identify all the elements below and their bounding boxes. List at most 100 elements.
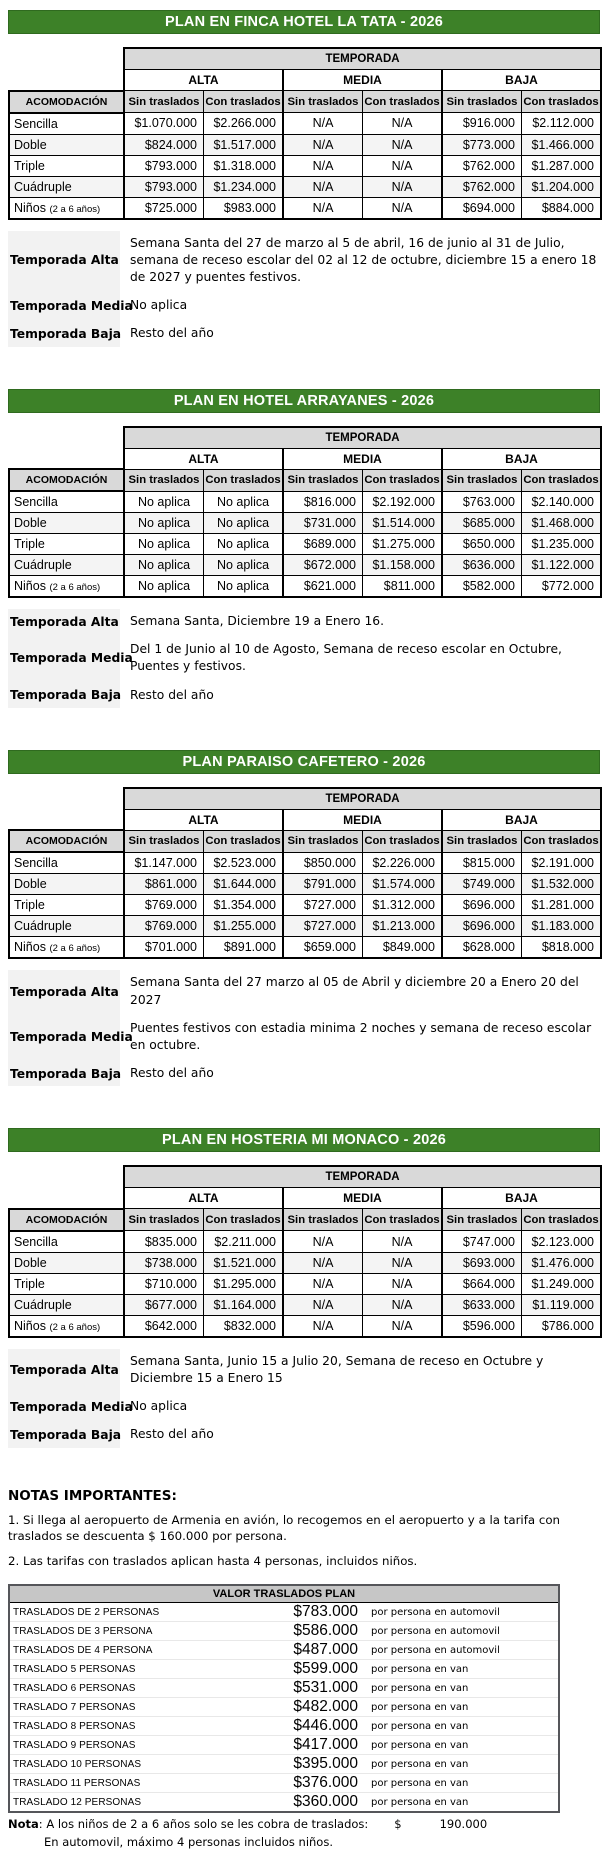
price-cell: $727.000 (282, 894, 363, 917)
price-cell: $1.318.000 (203, 154, 284, 177)
price-cell: $983.000 (203, 196, 284, 220)
accommodation-label: Triple (8, 1272, 125, 1295)
season-descriptions: Temporada Alta Semana Santa, Junio 15 a J… (8, 1348, 600, 1448)
column-header: Sin traslados (123, 90, 204, 113)
column-header: Sin traslados (282, 1208, 363, 1232)
temporada-header: TEMPORADA (123, 47, 602, 70)
price-cell: $791.000 (282, 873, 363, 896)
accommodation-header: ACOMODACIÓN (8, 1207, 125, 1232)
column-header: Sin traslados (123, 829, 204, 853)
transfer-vehicle-note: por persona en automovil (358, 1621, 558, 1642)
transfer-vehicle-note: por persona en van (358, 1754, 558, 1775)
transfer-label: TRASLADOS DE 3 PERSONA (10, 1621, 248, 1642)
season-header-alta: ALTA (123, 69, 284, 91)
accommodation-label: Sencilla (8, 1230, 125, 1253)
season-header-alta: ALTA (123, 447, 284, 470)
table-row: Niños (2 a 6 años) No aplica No aplica $621… (8, 575, 602, 598)
season-header-row: ALTA MEDIA BAJA (9, 447, 602, 470)
transfer-label: TRASLADOS DE 2 PERSONAS (10, 1603, 248, 1623)
transfer-child-amount: 190.000 (439, 1817, 488, 1832)
price-cell: $1.275.000 (362, 533, 443, 556)
accommodation-name: Cuádruple (14, 179, 72, 194)
season-description: Semana Santa del 27 de marzo al 5 de abr… (130, 235, 597, 284)
transfer-price: $376.000 (248, 1773, 358, 1794)
empty-cell (9, 787, 124, 810)
price-cell: N/A (362, 154, 443, 177)
price-cell: $835.000 (123, 1230, 204, 1253)
accommodation-name: Triple (14, 537, 45, 552)
accommodation-name: Doble (14, 877, 47, 892)
price-cell: $1.466.000 (521, 133, 602, 156)
transfer-price: $395.000 (248, 1754, 358, 1775)
accommodation-label: Cuádruple (8, 175, 125, 198)
temporada-header: TEMPORADA (123, 1165, 602, 1189)
season-label: Temporada Baja (10, 1066, 122, 1081)
transfer-row: TRASLADO 8 PERSONAS $446.000 por persona e… (10, 1716, 558, 1737)
price-cell: N/A (362, 175, 443, 198)
season-header-row: ALTA MEDIA BAJA (9, 808, 602, 831)
price-cell: $1.287.000 (521, 154, 602, 177)
season-description: Resto del año (130, 1427, 214, 1442)
transfer-row: TRASLADOS DE 4 PERSONA $487.000 por person… (10, 1640, 558, 1661)
column-header: Con traslados (521, 468, 602, 492)
price-cell: $861.000 (123, 873, 204, 896)
accommodation-age-note: (2 a 6 años) (49, 943, 101, 955)
transfer-label: TRASLADO 5 PERSONAS (10, 1659, 248, 1680)
price-cell: N/A (362, 1251, 443, 1274)
transfer-price: $586.000 (248, 1621, 358, 1642)
table-row: Sencilla $1.070.000 $2.266.000 N/A N/A $916.0… (8, 112, 602, 135)
season-header-row: ALTA MEDIA BAJA (9, 1187, 602, 1210)
price-cell: $672.000 (282, 554, 363, 577)
final-note-text: : A los niños de 2 a 6 años solo se les … (38, 1817, 369, 1832)
price-cell: $2.123.000 (521, 1230, 602, 1253)
price-cell: N/A (282, 175, 363, 198)
season-label: Temporada Media (10, 1399, 133, 1414)
table-row: Sencilla $1.147.000 $2.523.000 $850.000 $2.2… (8, 851, 602, 875)
price-cell: No aplica (123, 554, 204, 577)
price-cell: $2.192.000 (362, 490, 443, 514)
column-header-row: ACOMODACIÓN Sin traslados Con traslados Si… (8, 468, 602, 493)
price-cell: $773.000 (441, 133, 522, 156)
transfer-price: $446.000 (248, 1716, 358, 1737)
transfer-table-title: VALOR TRASLADOS PLAN (10, 1586, 558, 1604)
price-cell: $1.281.000 (521, 894, 602, 917)
column-header: Con traslados (362, 1208, 443, 1232)
season-header-media: MEDIA (282, 69, 443, 91)
temporada-header-row: TEMPORADA (9, 425, 602, 449)
accommodation-name: Triple (14, 898, 45, 913)
accommodation-name: Niños (14, 940, 46, 955)
price-cell: N/A (282, 154, 363, 177)
transfer-label: TRASLADO 10 PERSONAS (10, 1754, 248, 1775)
accommodation-name: Niños (14, 200, 46, 215)
column-header-row: ACOMODACIÓN Sin traslados Con traslados Si… (8, 89, 602, 114)
season-header-alta: ALTA (123, 1187, 284, 1210)
price-cell: $596.000 (441, 1314, 522, 1338)
price-cell: N/A (282, 1230, 363, 1253)
table-row: Niños (2 a 6 años) $701.000 $891.000 $659.0… (8, 936, 602, 960)
table-row: Doble $738.000 $1.521.000 N/A N/A $693.000 $1.… (8, 1251, 602, 1274)
accommodation-name: Niños (14, 1318, 46, 1333)
plan-section: PLAN EN FINCA HOTEL LA TATA - 2026 TEMPO… (8, 10, 602, 347)
transfer-label: TRASLADO 9 PERSONAS (10, 1735, 248, 1756)
column-header: Sin traslados (123, 468, 204, 492)
price-cell: $1.147.000 (123, 851, 204, 875)
price-cell: $1.521.000 (203, 1251, 284, 1274)
price-cell: $1.354.000 (203, 894, 284, 917)
accommodation-label: Doble (8, 1251, 125, 1274)
transfer-vehicle-note: por persona en van (358, 1716, 558, 1737)
price-cell: $710.000 (123, 1272, 204, 1295)
price-cell: $891.000 (203, 936, 284, 960)
season-description: Semana Santa, Diciembre 19 a Enero 16. (130, 614, 385, 629)
price-cell: $1.644.000 (203, 873, 284, 896)
table-row: Cuádruple No aplica No aplica $672.000 $1.15… (8, 554, 602, 577)
price-cell: $2.191.000 (521, 851, 602, 875)
price-cell: $769.000 (123, 915, 204, 938)
transfer-price: $482.000 (248, 1697, 358, 1718)
price-cell: N/A (282, 196, 363, 220)
price-cell: $747.000 (441, 1230, 522, 1253)
transfer-row: TRASLADO 10 PERSONAS $395.000 por persona … (10, 1754, 558, 1775)
plan-title: PLAN PARAISO CAFETERO - 2026 (182, 753, 426, 770)
column-header: Con traslados (521, 90, 602, 113)
final-note-line1: Nota: A los niños de 2 a 6 años solo se … (8, 1816, 600, 1833)
